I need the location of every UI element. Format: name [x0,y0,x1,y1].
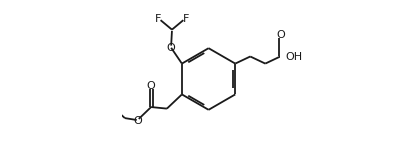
Text: F: F [154,14,160,24]
Text: O: O [275,30,284,40]
Text: O: O [166,43,175,53]
Text: O: O [146,81,155,91]
Text: F: F [182,14,189,24]
Text: OH: OH [285,52,302,62]
Text: O: O [133,116,142,126]
